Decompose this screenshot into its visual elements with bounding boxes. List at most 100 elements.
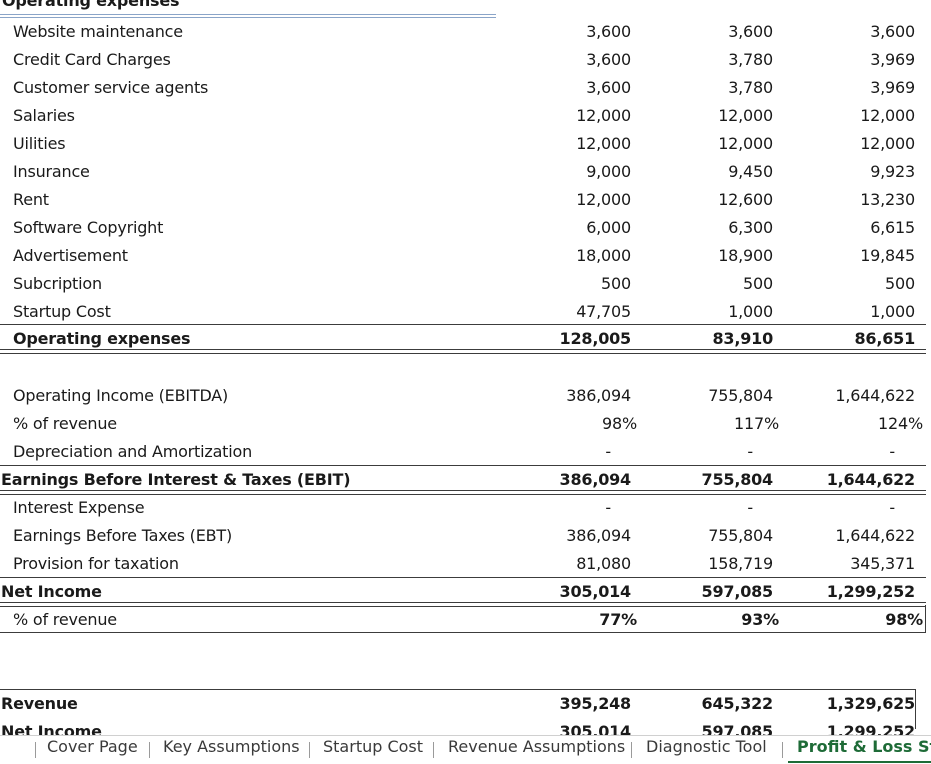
cell-y2[interactable]: 597,085 (701, 722, 774, 735)
cell-y2[interactable]: 3,780 (728, 78, 773, 97)
summary-net-income-row[interactable]: Net Income 305,014 597,085 1,299,252 (0, 718, 931, 735)
opex-row[interactable]: Subcription 500 500 500 (0, 270, 931, 298)
depreciation-row[interactable]: Depreciation and Amortization - - - (0, 438, 931, 466)
row-label[interactable]: Provision for taxation (13, 554, 179, 573)
cell-y1[interactable]: 386,094 (566, 526, 631, 545)
cell-y2[interactable]: 18,900 (718, 246, 773, 265)
cell-y1[interactable]: 18,000 (576, 246, 631, 265)
row-label[interactable]: Credit Card Charges (13, 50, 171, 69)
cell-y2[interactable]: 3,780 (728, 50, 773, 69)
cell-y3[interactable]: 13,230 (860, 190, 915, 209)
tab-revenue-assumptions[interactable]: Revenue Assumptions (448, 737, 626, 756)
opex-row[interactable]: Customer service agents 3,600 3,780 3,969 (0, 74, 931, 102)
opex-row[interactable]: Rent 12,000 12,600 13,230 (0, 186, 931, 214)
cell-y2[interactable]: 3,600 (728, 22, 773, 41)
cell-y3[interactable]: 9,923 (870, 162, 915, 181)
cell-y1[interactable]: 12,000 (576, 134, 631, 153)
row-label[interactable]: % of revenue (13, 610, 117, 629)
tax-row[interactable]: Provision for taxation 81,080 158,719 34… (0, 550, 931, 578)
cell-y1[interactable]: 500 (601, 274, 631, 293)
row-label[interactable]: Uilities (13, 134, 66, 153)
net-pct-row[interactable]: % of revenue 77% 93% 98% (0, 606, 931, 634)
cell-y1[interactable]: 6,000 (586, 218, 631, 237)
cell-y3[interactable]: 12,000 (860, 106, 915, 125)
ebit-row[interactable]: Earnings Before Interest & Taxes (EBIT) … (0, 466, 931, 494)
cell-y3[interactable]: 1,644,622 (826, 470, 915, 489)
cell-y3[interactable]: 500 (885, 274, 915, 293)
row-label[interactable]: Advertisement (13, 246, 128, 265)
cell-y1[interactable]: - (605, 498, 611, 517)
opex-row[interactable]: Credit Card Charges 3,600 3,780 3,969 (0, 46, 931, 74)
section-header[interactable]: Operating expenses (2, 0, 180, 10)
row-label[interactable]: Interest Expense (13, 498, 145, 517)
row-label[interactable]: Startup Cost (13, 302, 111, 321)
row-label[interactable]: % of revenue (13, 414, 117, 433)
row-label[interactable]: Operating Income (EBITDA) (13, 386, 229, 405)
opex-row[interactable]: Software Copyright 6,000 6,300 6,615 (0, 214, 931, 242)
cell-y1[interactable]: 12,000 (576, 190, 631, 209)
opex-row[interactable]: Uilities 12,000 12,000 12,000 (0, 130, 931, 158)
cell-y3[interactable]: 1,299,252 (826, 582, 915, 601)
cell-y1[interactable]: - (605, 442, 611, 461)
cell-y3[interactable]: 345,371 (850, 554, 915, 573)
cell-y1[interactable]: 77% (599, 610, 637, 629)
cell-y2[interactable]: 83,910 (712, 329, 773, 348)
ebitda-pct-row[interactable]: % of revenue 98% 117% 124% (0, 410, 931, 438)
row-label[interactable]: Earnings Before Interest & Taxes (EBIT) (1, 470, 351, 489)
opex-row[interactable]: Website maintenance 3,600 3,600 3,600 (0, 18, 931, 46)
cell-y1[interactable]: 305,014 (559, 582, 632, 601)
cell-y3[interactable]: 19,845 (860, 246, 915, 265)
opex-row[interactable]: Startup Cost 47,705 1,000 1,000 (0, 298, 931, 326)
cell-y2[interactable]: 12,600 (718, 190, 773, 209)
cell-y3[interactable]: 1,644,622 (835, 386, 915, 405)
row-label[interactable]: Subcription (13, 274, 102, 293)
spreadsheet-grid[interactable]: Operating expenses Website maintenance 3,… (0, 0, 931, 735)
cell-y3[interactable]: 3,969 (870, 78, 915, 97)
row-label[interactable]: Earnings Before Taxes (EBT) (13, 526, 233, 545)
opex-total-row[interactable]: Operating expenses 128,005 83,910 86,651 (0, 325, 931, 353)
row-label[interactable]: Salaries (13, 106, 75, 125)
cell-y3[interactable]: 6,615 (870, 218, 915, 237)
cell-y2[interactable]: 117% (734, 414, 779, 433)
opex-row[interactable]: Advertisement 18,000 18,900 19,845 (0, 242, 931, 270)
opex-row[interactable]: Insurance 9,000 9,450 9,923 (0, 158, 931, 186)
cell-y2[interactable]: 755,804 (708, 526, 773, 545)
interest-row[interactable]: Interest Expense - - - (0, 494, 931, 522)
cell-y3[interactable]: - (889, 498, 895, 517)
cell-y3[interactable]: 1,000 (870, 302, 915, 321)
cell-y1[interactable]: 3,600 (586, 50, 631, 69)
cell-y1[interactable]: 81,080 (576, 554, 631, 573)
cell-y1[interactable]: 98% (602, 414, 637, 433)
cell-y2[interactable]: 645,322 (701, 694, 774, 713)
row-label[interactable]: Customer service agents (13, 78, 209, 97)
cell-y3[interactable]: 124% (878, 414, 923, 433)
row-label[interactable]: Insurance (13, 162, 90, 181)
row-label[interactable]: Depreciation and Amortization (13, 442, 253, 461)
cell-y2[interactable]: 755,804 (708, 386, 773, 405)
cell-y2[interactable]: 597,085 (701, 582, 774, 601)
cell-y3[interactable]: 86,651 (854, 329, 915, 348)
cell-y3[interactable]: 98% (885, 610, 923, 629)
cell-y1[interactable]: 386,094 (559, 470, 632, 489)
row-label[interactable]: Operating expenses (13, 329, 191, 348)
cell-y2[interactable]: 755,804 (701, 470, 774, 489)
cell-y1[interactable]: 395,248 (559, 694, 632, 713)
cell-y1[interactable]: 47,705 (576, 302, 631, 321)
cell-y3[interactable]: 3,969 (870, 50, 915, 69)
cell-y2[interactable]: 93% (741, 610, 779, 629)
row-label[interactable]: Net Income (1, 582, 102, 601)
cell-y1[interactable]: 305,014 (559, 722, 632, 735)
cell-y1[interactable]: 3,600 (586, 22, 631, 41)
cell-y3[interactable]: 3,600 (870, 22, 915, 41)
cell-y2[interactable]: 158,719 (708, 554, 773, 573)
cell-y2[interactable]: - (747, 498, 753, 517)
cell-y2[interactable]: 1,000 (728, 302, 773, 321)
summary-revenue-row[interactable]: Revenue 395,248 645,322 1,329,625 (0, 690, 931, 718)
tab-startup-cost[interactable]: Startup Cost (323, 737, 424, 756)
cell-y2[interactable]: 12,000 (718, 134, 773, 153)
cell-y3[interactable]: - (889, 442, 895, 461)
cell-y3[interactable]: 1,329,625 (826, 694, 915, 713)
cell-y1[interactable]: 386,094 (566, 386, 631, 405)
tab-profit-loss-statement[interactable]: Profit & Loss Sta (797, 736, 931, 764)
row-label[interactable]: Software Copyright (13, 218, 164, 237)
